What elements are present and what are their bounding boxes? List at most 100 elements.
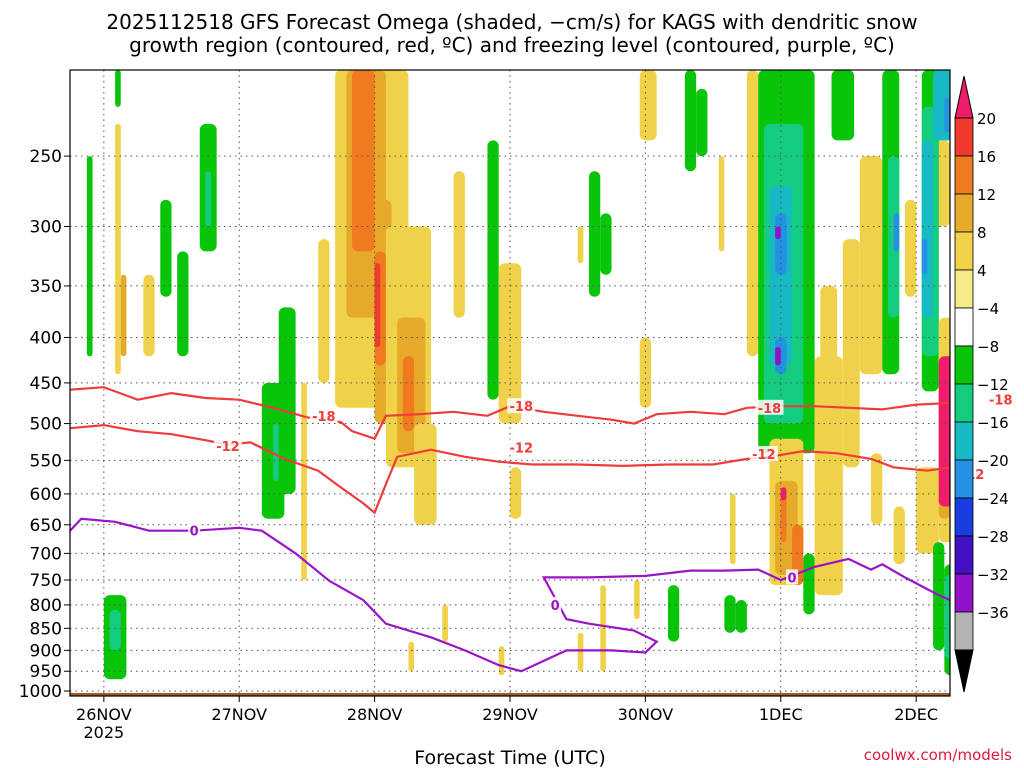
x-tick-label: 26NOV [76,705,132,724]
omega-shade-cell [724,595,736,633]
omega-shade-cell [510,467,522,519]
omega-shade-cell [634,580,640,620]
chart-title-line2: growth region (contoured, red, ºC) and f… [129,33,895,57]
omega-shade-cell [115,70,121,107]
contour-label: -18 [989,394,1013,409]
colorbar-bottom-arrow [954,649,974,693]
omega-shade-cell [414,423,437,525]
omega-shade-cell [746,70,759,357]
contour-label: 0 [551,599,560,614]
omega-shade-cell [600,585,606,672]
omega-shade-cell [893,213,900,252]
omega-shade-cell [893,506,905,565]
x-tick-label: 28NOV [347,705,403,724]
colorbar-label: −4 [977,300,999,318]
omega-shade-cell [1006,297,1024,481]
colorbar-label: 20 [977,110,996,128]
colorbar-label: 12 [977,186,996,204]
y-tick-label: 700 [30,544,62,564]
colorbar-segment [954,307,974,347]
omega-shade-cell [143,274,155,357]
colorbar-top-arrow [954,75,974,119]
omega-shade-cell [904,199,917,297]
contour-label: -18 [312,410,336,425]
contour-label: -12 [216,440,240,455]
omega-shade-cell [730,493,736,565]
omega-shade-cell [273,423,279,481]
x-tick-label: 29NOV [482,705,538,724]
omega-shade-cell [1018,89,1024,252]
y-tick-label: 600 [30,485,62,505]
contour-line-0C [70,517,950,673]
y-tick-label: 900 [30,641,62,661]
omega-shade-cell [921,140,934,318]
omega-shade-cell [115,123,121,375]
omega-shade-cell [160,199,172,297]
contour-line--12C [70,423,950,515]
omega-shade-cell [352,70,375,252]
omega-shade-cell [318,239,330,383]
colorbar-label: 4 [977,262,987,280]
contour-line--18C [70,386,950,441]
omega-shade-cell [871,453,883,525]
omega-shade-cell [577,226,584,264]
y-tick-label: 400 [30,328,62,348]
contour-label-bg [507,439,536,455]
y-tick-label: 800 [30,596,62,616]
colorbar-label: −12 [977,376,1009,394]
omega-shade-cell [109,609,121,651]
contour-label: -18 [758,402,782,417]
omega-shade-cell [577,632,584,672]
omega-shade-cell [261,382,285,519]
omega-shade-cell [1012,365,1024,467]
contour-label: 0 [788,571,797,586]
colorbar-label: −16 [977,414,1009,432]
colorbar-label: 8 [977,224,987,242]
contour-label: -12 [752,448,776,463]
contour-label-bg [755,399,784,415]
colorbar-label: −8 [977,338,999,356]
omega-shade-cell [916,467,939,554]
omega-shade-cell [735,600,747,633]
colorbar-segment [954,459,974,499]
omega-shade-cell [86,156,93,357]
colorbar-segment [954,193,974,233]
colorbar-segment [954,497,974,537]
colorbar-segment [954,345,974,385]
y-tick-label: 750 [30,571,62,591]
contour-label: -12 [510,441,534,456]
omega-shade-cell [639,70,657,141]
omega-shade-cell [177,251,189,357]
credit-text: coolwx.com/models [864,746,1012,764]
colorbar-segment [954,269,974,309]
x-tick-label: 2DEC [894,705,938,724]
omega-shade-cell [775,213,787,275]
y-tick-label: 250 [30,147,62,167]
omega-shade-cell [205,171,212,227]
omega-shade-cell [453,171,465,318]
y-tick-label: 950 [30,662,62,682]
omega-shade-cell [600,213,612,275]
omega-shade-cell [820,285,838,424]
omega-shade-cell [301,382,307,581]
x-tick-label: 27NOV [211,705,267,724]
omega-shade-cell [588,171,601,297]
y-tick-label: 300 [30,217,62,237]
omega-shade-cell [944,97,950,133]
omega-shade-cell [921,239,928,275]
ground-surface-band [70,692,950,696]
contour-label-bg [786,569,799,585]
omega-shade-cell [780,487,787,501]
omega-shade-cell [487,140,499,400]
omega-shade-cell [374,263,381,347]
colorbar-segment [954,421,974,461]
omega-shade-cell [684,70,697,172]
colorbar-label: −24 [977,490,1009,508]
colorbar-segment [954,611,974,651]
x-tick-label: 1DEC [759,705,803,724]
omega-shade-cell [402,356,415,432]
omega-shade-cell [667,585,680,642]
omega-shade-cell [842,239,860,468]
omega-shade-cell [442,604,448,642]
